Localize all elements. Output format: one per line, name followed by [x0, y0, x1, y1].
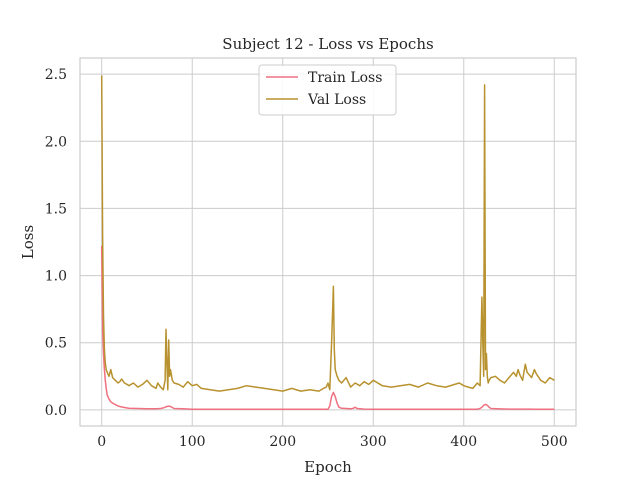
series-line-train-loss: [100, 245, 555, 411]
y-tick-label: 2.0: [45, 134, 67, 150]
legend-label-train-loss: Train Loss: [308, 70, 382, 86]
x-tick-label: 300: [360, 434, 387, 450]
series-line-val-loss: [100, 75, 555, 392]
plot-frame: [79, 57, 577, 427]
y-axis-label: Loss: [19, 225, 37, 259]
y-tick-label: 0.0: [45, 403, 67, 419]
y-tick-label: 2.5: [45, 67, 67, 83]
series-layer: [100, 75, 555, 411]
y-tick-label: 1.0: [45, 269, 67, 285]
x-axis-label: Epoch: [304, 458, 352, 476]
legend: Train Loss Val Loss: [258, 64, 397, 116]
x-tick-label: 500: [541, 434, 568, 450]
y-tick-label: 1.5: [45, 201, 67, 217]
legend-label-val-loss: Val Loss: [307, 92, 366, 108]
x-tick-label: 200: [269, 434, 296, 450]
tick-labels: 0 100 200 300 400 500 0.0 0.5 1.0 1.5 2.0 2.5: [45, 67, 568, 450]
grid: [80, 58, 576, 426]
x-tick-label: 400: [450, 434, 477, 450]
x-tick-label: 0: [97, 434, 106, 450]
chart-title: Subject 12 - Loss vs Epochs: [222, 35, 433, 53]
y-tick-label: 0.5: [45, 336, 67, 352]
x-tick-label: 100: [179, 434, 206, 450]
